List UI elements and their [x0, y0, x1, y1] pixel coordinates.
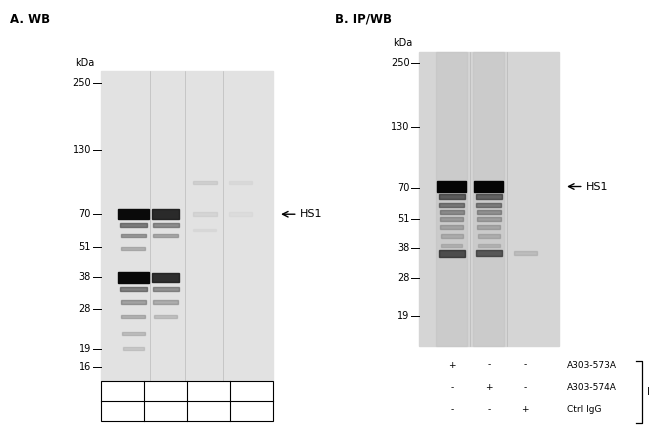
- Bar: [192, 212, 217, 216]
- Text: kDa: kDa: [393, 38, 413, 49]
- Text: -: -: [524, 383, 527, 392]
- Text: 50: 50: [203, 386, 214, 395]
- Bar: [439, 250, 465, 257]
- Text: +: +: [448, 361, 456, 369]
- Text: 19: 19: [397, 311, 410, 321]
- Bar: [118, 209, 148, 219]
- Bar: [122, 347, 144, 350]
- Text: 16: 16: [79, 362, 91, 372]
- Text: 51: 51: [79, 242, 91, 252]
- Bar: [478, 244, 500, 247]
- Bar: [152, 273, 179, 282]
- Bar: [478, 234, 500, 237]
- Text: B. IP/WB: B. IP/WB: [335, 13, 392, 26]
- Text: A303-573A: A303-573A: [567, 361, 617, 369]
- Text: 28: 28: [397, 273, 410, 283]
- Bar: [474, 181, 503, 192]
- Bar: [419, 52, 559, 346]
- Text: -: -: [488, 405, 491, 414]
- Text: Jurkat: Jurkat: [131, 407, 157, 416]
- Text: 70: 70: [397, 183, 410, 193]
- Text: 38: 38: [79, 272, 91, 283]
- Bar: [229, 212, 252, 216]
- Text: 250: 250: [391, 58, 410, 68]
- Bar: [441, 234, 463, 237]
- Bar: [121, 300, 146, 304]
- Text: +: +: [485, 383, 493, 392]
- Text: -: -: [450, 383, 453, 392]
- Text: 250: 250: [72, 78, 91, 88]
- Text: -: -: [524, 361, 527, 369]
- Bar: [120, 223, 147, 227]
- Bar: [194, 229, 216, 231]
- Bar: [121, 315, 146, 318]
- Bar: [514, 251, 537, 255]
- Bar: [122, 332, 144, 335]
- Bar: [440, 217, 463, 221]
- Bar: [121, 234, 146, 237]
- Text: 130: 130: [73, 145, 91, 155]
- Text: kDa: kDa: [75, 58, 94, 68]
- Text: +: +: [521, 405, 529, 414]
- Bar: [439, 203, 464, 207]
- Text: 15: 15: [160, 386, 171, 395]
- Bar: [439, 210, 463, 214]
- Text: H: H: [248, 407, 255, 416]
- Text: 50: 50: [116, 386, 128, 395]
- Bar: [101, 381, 273, 421]
- Text: HS1: HS1: [586, 181, 609, 191]
- Text: 51: 51: [397, 214, 410, 224]
- Bar: [192, 181, 217, 184]
- Bar: [153, 234, 178, 237]
- Text: Ctrl IgG: Ctrl IgG: [567, 405, 601, 414]
- Bar: [441, 225, 463, 229]
- Bar: [153, 300, 178, 304]
- Bar: [439, 194, 465, 199]
- Bar: [101, 71, 273, 381]
- Text: 38: 38: [397, 243, 410, 253]
- Text: 70: 70: [79, 209, 91, 219]
- Bar: [153, 223, 179, 227]
- Text: 28: 28: [79, 304, 91, 314]
- Bar: [476, 250, 502, 256]
- Text: HS1: HS1: [300, 209, 323, 219]
- Bar: [477, 210, 501, 214]
- Bar: [476, 194, 502, 199]
- Bar: [118, 272, 148, 283]
- Text: A303-574A: A303-574A: [567, 383, 617, 392]
- Bar: [441, 244, 463, 247]
- Bar: [437, 181, 467, 192]
- Bar: [476, 203, 501, 207]
- Text: A. WB: A. WB: [10, 13, 50, 26]
- Bar: [153, 287, 179, 291]
- Bar: [152, 209, 179, 219]
- Bar: [473, 52, 504, 346]
- Bar: [120, 287, 147, 291]
- Text: IP: IP: [647, 387, 650, 397]
- Bar: [154, 315, 177, 318]
- Bar: [121, 248, 146, 251]
- Text: 130: 130: [391, 122, 410, 132]
- Bar: [436, 52, 467, 346]
- Text: 19: 19: [79, 344, 91, 354]
- Text: -: -: [450, 405, 453, 414]
- Bar: [477, 217, 500, 221]
- Text: -: -: [488, 361, 491, 369]
- Text: 50: 50: [246, 386, 257, 395]
- Text: T: T: [205, 407, 211, 416]
- Bar: [229, 181, 252, 184]
- Bar: [477, 225, 500, 229]
